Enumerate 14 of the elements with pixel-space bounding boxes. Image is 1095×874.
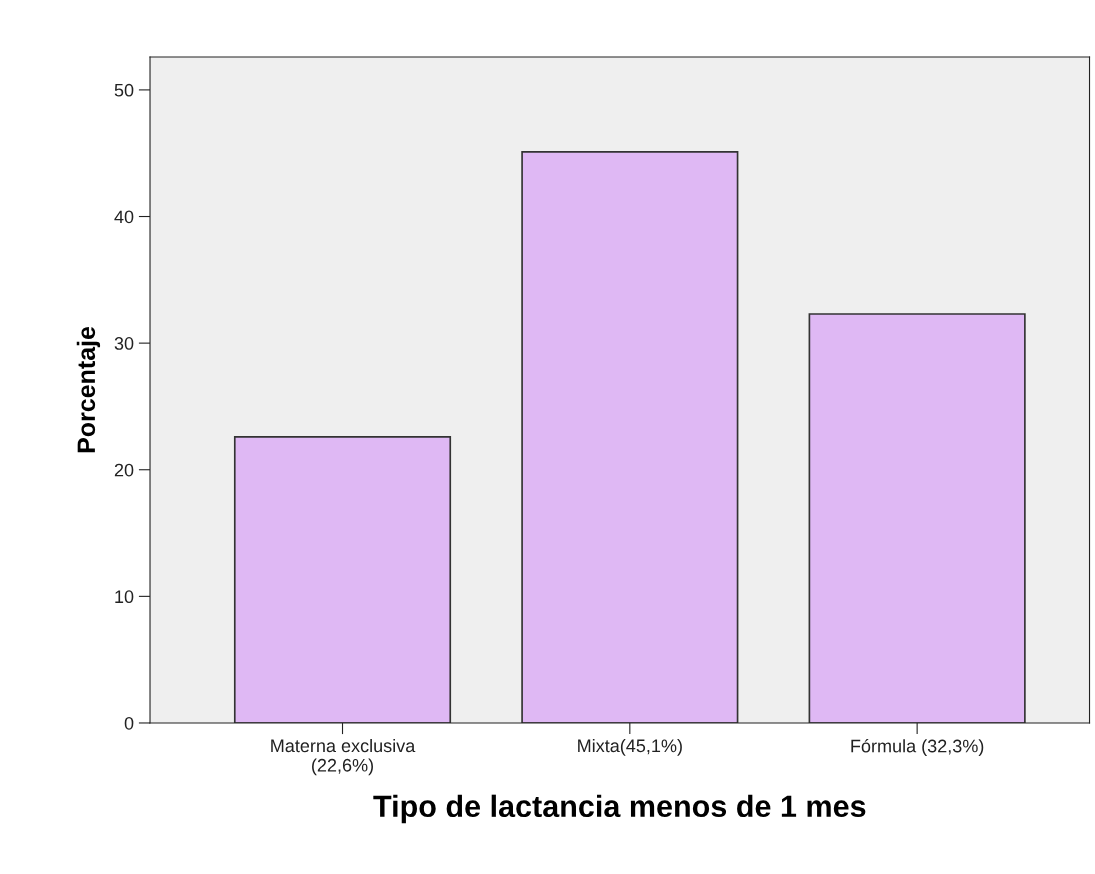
y-tick-label: 30 [114, 337, 134, 350]
bar [521, 151, 739, 723]
y-tick-label: 50 [114, 83, 134, 97]
x-tick-label: Materna exclusiva (22,6%) [271, 738, 416, 776]
y-tick-label: 40 [114, 210, 134, 224]
x-axis-title: Tipo de lactancia menos de 1 mes [373, 794, 866, 824]
x-tick-label: Mixta(45,1%) [578, 738, 682, 756]
y-axis-title: Porcentaje [76, 326, 101, 453]
y-tick-label: 0 [124, 716, 134, 730]
bar [808, 313, 1026, 723]
y-tick-label: 10 [115, 590, 134, 604]
x-tick-label: Fórmula (32,3%) [851, 738, 984, 756]
y-tick-label: 20 [114, 463, 134, 477]
bar [233, 435, 452, 723]
